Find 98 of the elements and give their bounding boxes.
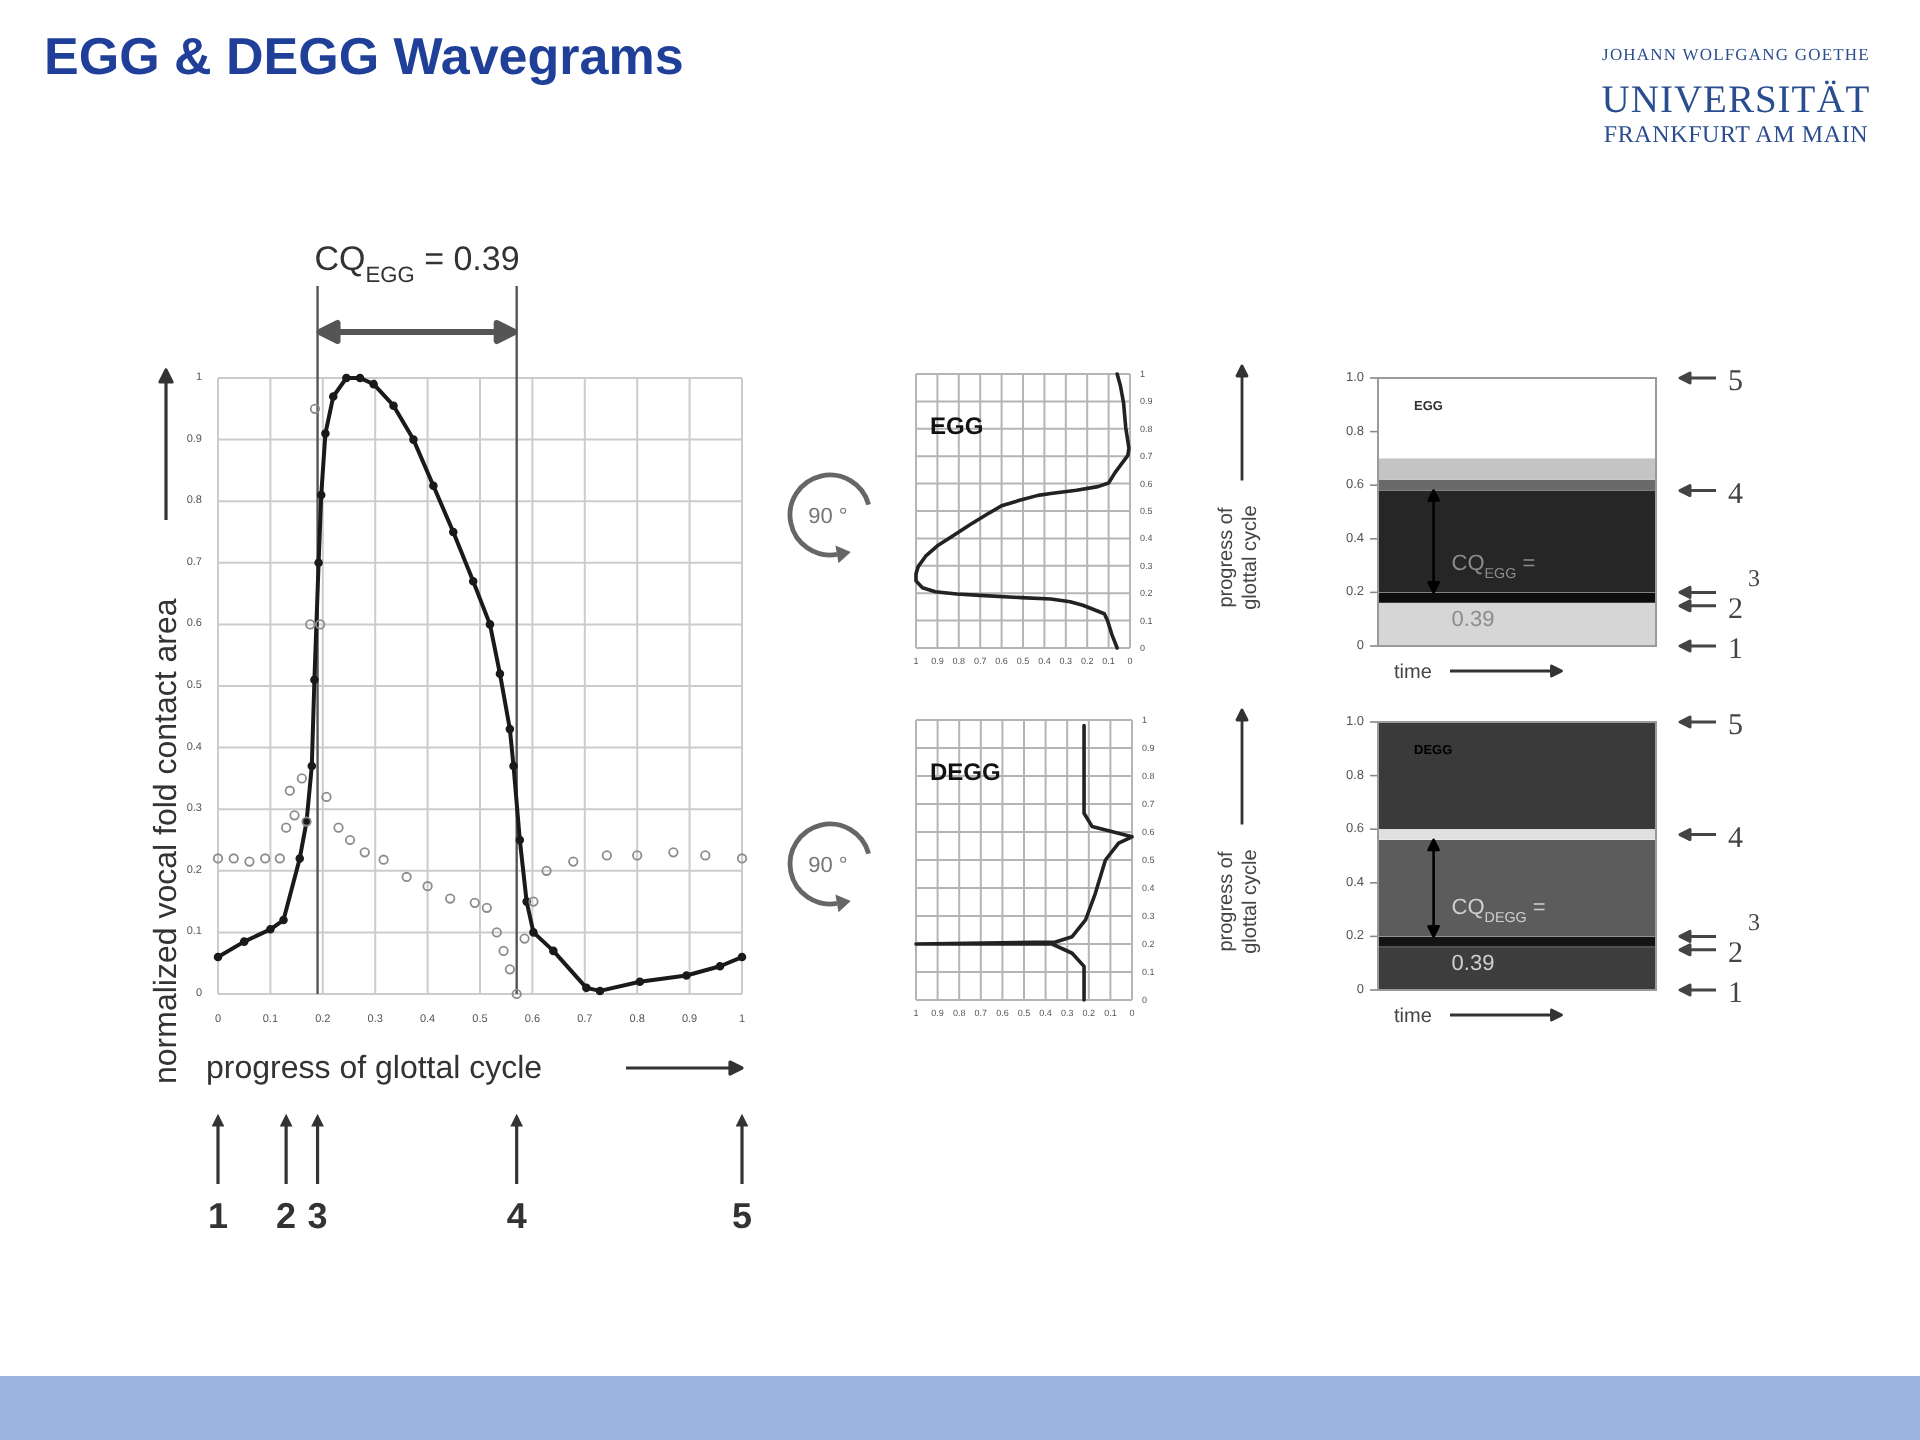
point <box>715 962 725 971</box>
point <box>266 925 275 934</box>
y-axis-title: progress of glottal cycle <box>1216 504 1262 610</box>
point <box>284 785 295 796</box>
text: 4 <box>1728 478 1744 511</box>
point <box>342 373 351 383</box>
point <box>389 401 398 410</box>
x-axis-title: progress of glottal cycle <box>206 1052 543 1086</box>
point <box>481 902 492 913</box>
point <box>541 865 552 876</box>
point <box>307 761 317 771</box>
text: 4 <box>1728 822 1744 855</box>
point <box>289 810 300 821</box>
point <box>321 429 330 438</box>
point <box>296 773 307 784</box>
text: 90 ° <box>808 854 848 878</box>
text: DEGG <box>930 758 1001 786</box>
x-axis-title: time <box>1394 1006 1433 1028</box>
text: 3 <box>1748 908 1760 937</box>
point <box>328 392 338 401</box>
point <box>468 577 478 586</box>
y-axis-title: progress of glottal cycle <box>1216 848 1262 954</box>
y-axis-title: normalized vocal fold contact area <box>150 598 184 1084</box>
point <box>491 927 502 938</box>
point <box>509 761 518 771</box>
point <box>359 847 370 858</box>
text: 5 <box>1728 710 1743 742</box>
point <box>228 853 239 864</box>
text: CQ$_{DEGG}$ = 0.39 <box>1451 896 1546 977</box>
point <box>333 822 344 833</box>
point <box>737 952 747 962</box>
point <box>260 853 271 864</box>
point <box>485 620 495 629</box>
point <box>295 854 305 863</box>
line-series <box>914 723 1134 1002</box>
point <box>274 853 285 864</box>
text: 2 <box>1728 593 1743 626</box>
text: 3 <box>1748 564 1760 593</box>
point <box>239 937 249 946</box>
point <box>315 619 326 630</box>
text: EGG <box>930 412 984 440</box>
point <box>355 373 365 383</box>
point <box>632 850 643 861</box>
chart-title: EGG & DEGG Wavegrams <box>44 26 684 86</box>
x-axis-title: time <box>1394 662 1433 684</box>
point <box>528 896 539 907</box>
text: 5 <box>1728 366 1743 398</box>
point <box>401 871 412 883</box>
point <box>309 403 321 414</box>
point <box>505 724 515 734</box>
text: 90 ° <box>808 505 848 529</box>
point <box>321 791 332 802</box>
point <box>281 822 292 833</box>
point <box>448 527 458 537</box>
line-series <box>914 372 1131 650</box>
point <box>409 435 418 444</box>
point <box>314 558 323 568</box>
point <box>595 986 605 996</box>
text: JOHANN WOLFGANG GOETHE <box>1602 44 1870 64</box>
text: CQ$_{EGG}$ = 0.39 <box>1451 552 1536 633</box>
point <box>682 971 691 980</box>
point <box>568 856 579 867</box>
point <box>582 983 591 993</box>
point <box>511 988 522 1000</box>
annotation: 5 <box>731 1196 753 1236</box>
point <box>212 853 224 864</box>
point <box>515 835 525 845</box>
point <box>279 915 288 925</box>
annotation: 2 <box>276 1196 297 1236</box>
text: FRANKFURT AM MAIN <box>1603 120 1869 148</box>
point <box>429 481 438 491</box>
point <box>529 928 538 937</box>
point <box>549 946 558 956</box>
annotation: 4 <box>506 1196 527 1236</box>
point <box>316 490 326 500</box>
point <box>495 669 505 678</box>
point <box>344 834 356 846</box>
point <box>635 977 645 986</box>
point <box>736 853 748 864</box>
point <box>305 619 316 630</box>
point <box>369 379 378 389</box>
text: UNIVERSITÄT <box>1601 80 1871 122</box>
point <box>498 945 509 956</box>
text: CQ$_{EGG}$ = 0.39 <box>314 240 520 288</box>
point <box>422 881 433 892</box>
point <box>601 850 612 861</box>
point <box>469 897 480 908</box>
point <box>668 847 679 858</box>
point <box>378 854 389 865</box>
point <box>244 856 255 867</box>
point <box>213 952 223 962</box>
text: 2 <box>1728 937 1743 970</box>
annotation: 3 <box>307 1196 328 1236</box>
point <box>504 964 515 975</box>
point <box>445 893 456 904</box>
point <box>700 850 711 861</box>
point <box>310 675 319 685</box>
point <box>519 933 530 944</box>
